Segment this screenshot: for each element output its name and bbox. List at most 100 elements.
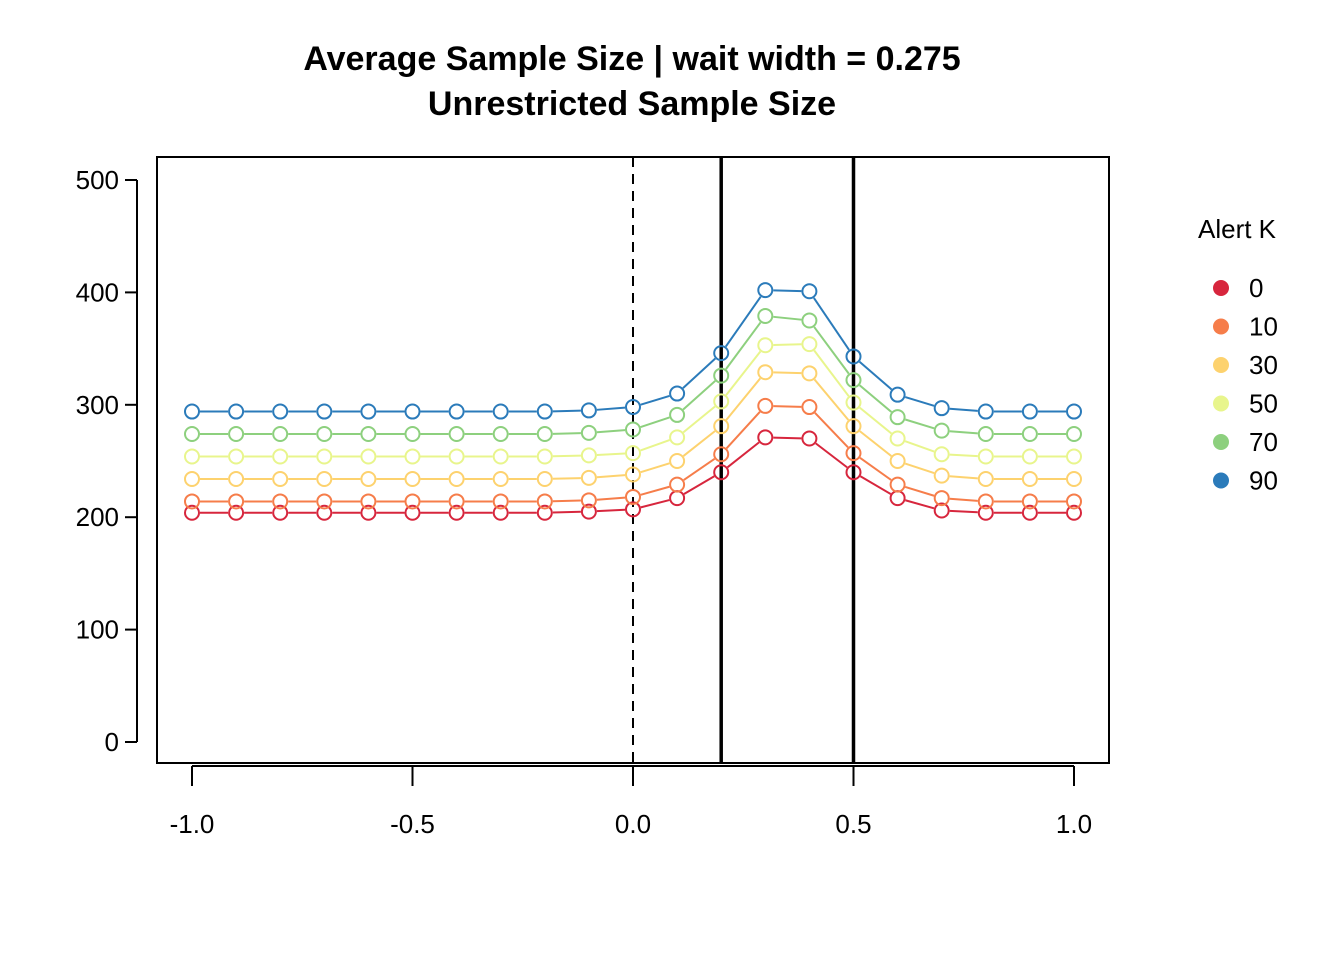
data-point — [625, 501, 641, 518]
series-layer — [184, 282, 1082, 521]
data-point — [184, 403, 200, 420]
data-point — [625, 421, 641, 438]
data-point — [404, 504, 421, 521]
legend-swatch — [1213, 318, 1229, 335]
series-line-segment — [682, 430, 716, 457]
data-point — [757, 308, 774, 325]
legend-swatch — [1213, 434, 1229, 450]
data-point — [669, 429, 686, 446]
data-point — [580, 402, 597, 419]
series-line-segment — [773, 289, 802, 293]
series-line-segment — [949, 509, 978, 514]
data-point — [184, 448, 200, 465]
data-point — [580, 492, 597, 509]
data-point — [933, 422, 950, 439]
data-point — [448, 504, 465, 521]
data-point — [448, 493, 465, 510]
data-point — [757, 337, 774, 354]
series-line-segment — [905, 499, 935, 510]
series-line-segment — [813, 349, 850, 397]
data-point — [184, 426, 200, 443]
series-line-segment — [813, 297, 850, 351]
data-point — [977, 504, 994, 521]
data-point — [580, 469, 597, 486]
series-line-segment — [640, 394, 670, 406]
data-point — [536, 504, 553, 521]
data-point — [977, 448, 994, 465]
data-point — [933, 467, 950, 484]
data-point — [228, 403, 245, 420]
series-line-segment — [552, 510, 581, 514]
data-point — [1066, 493, 1082, 510]
data-point — [1021, 493, 1038, 510]
data-point — [536, 493, 553, 510]
series-line-segment — [773, 436, 802, 440]
data-point — [1021, 448, 1038, 465]
data-point — [404, 470, 421, 487]
data-point — [536, 403, 553, 420]
data-point — [272, 493, 289, 510]
series-line-segment — [949, 497, 978, 502]
data-point — [713, 393, 730, 410]
series-line-segment — [815, 442, 848, 469]
data-point — [889, 386, 906, 403]
series-line-segment — [949, 430, 978, 435]
data-point — [801, 283, 818, 300]
data-point — [977, 403, 994, 420]
data-point — [889, 430, 906, 447]
data-point — [669, 490, 686, 507]
data-point — [845, 464, 862, 481]
series-line-segment — [640, 416, 670, 428]
legend-swatch — [1213, 472, 1229, 489]
data-point — [536, 470, 553, 487]
x-axis: -1.0 -0.5 0.0 0.5 1.0 — [170, 765, 1092, 839]
data-point — [889, 409, 906, 426]
series-line-segment — [596, 429, 626, 434]
data-point — [933, 446, 950, 463]
series-line-segment — [552, 432, 581, 435]
data-point — [1021, 403, 1038, 420]
data-point — [272, 470, 289, 487]
series-line-segment — [552, 409, 581, 413]
data-point — [360, 504, 377, 521]
y-tick-label: 500 — [76, 165, 119, 195]
series-line-segment — [813, 326, 850, 375]
data-point — [580, 424, 597, 441]
data-point — [316, 403, 333, 420]
data-point — [933, 502, 950, 519]
data-point — [977, 426, 994, 443]
x-tick-label: -1.0 — [170, 809, 215, 839]
data-point — [228, 504, 245, 521]
data-point — [272, 403, 289, 420]
data-point — [933, 490, 950, 507]
data-point — [360, 426, 377, 443]
series-line-segment — [904, 418, 935, 430]
data-point — [316, 470, 333, 487]
data-point — [184, 504, 200, 521]
series-line-segment — [682, 405, 716, 434]
data-point — [316, 448, 333, 465]
data-point — [801, 399, 818, 416]
legend: Alert K 0 10 30 50 70 90 — [1198, 214, 1278, 496]
data-point — [889, 453, 906, 469]
series-line-segment — [682, 380, 716, 411]
legend-label: 0 — [1249, 273, 1263, 303]
x-tick-label: -0.5 — [390, 809, 435, 839]
legend-title: Alert K — [1198, 214, 1277, 244]
series-line-segment — [904, 396, 935, 407]
series-line-segment — [640, 462, 670, 474]
x-tick-label: 0.0 — [615, 809, 651, 839]
data-point — [228, 470, 245, 487]
data-point — [492, 504, 509, 521]
series-line-segment — [949, 407, 978, 412]
data-point — [845, 394, 862, 411]
series-line-segment — [773, 343, 802, 347]
legend-swatch — [1213, 395, 1229, 412]
data-point — [669, 406, 686, 423]
data-point — [272, 504, 289, 521]
x-tick-label: 1.0 — [1056, 809, 1092, 839]
data-point — [713, 446, 730, 463]
data-point — [801, 336, 818, 353]
data-point — [492, 448, 509, 465]
